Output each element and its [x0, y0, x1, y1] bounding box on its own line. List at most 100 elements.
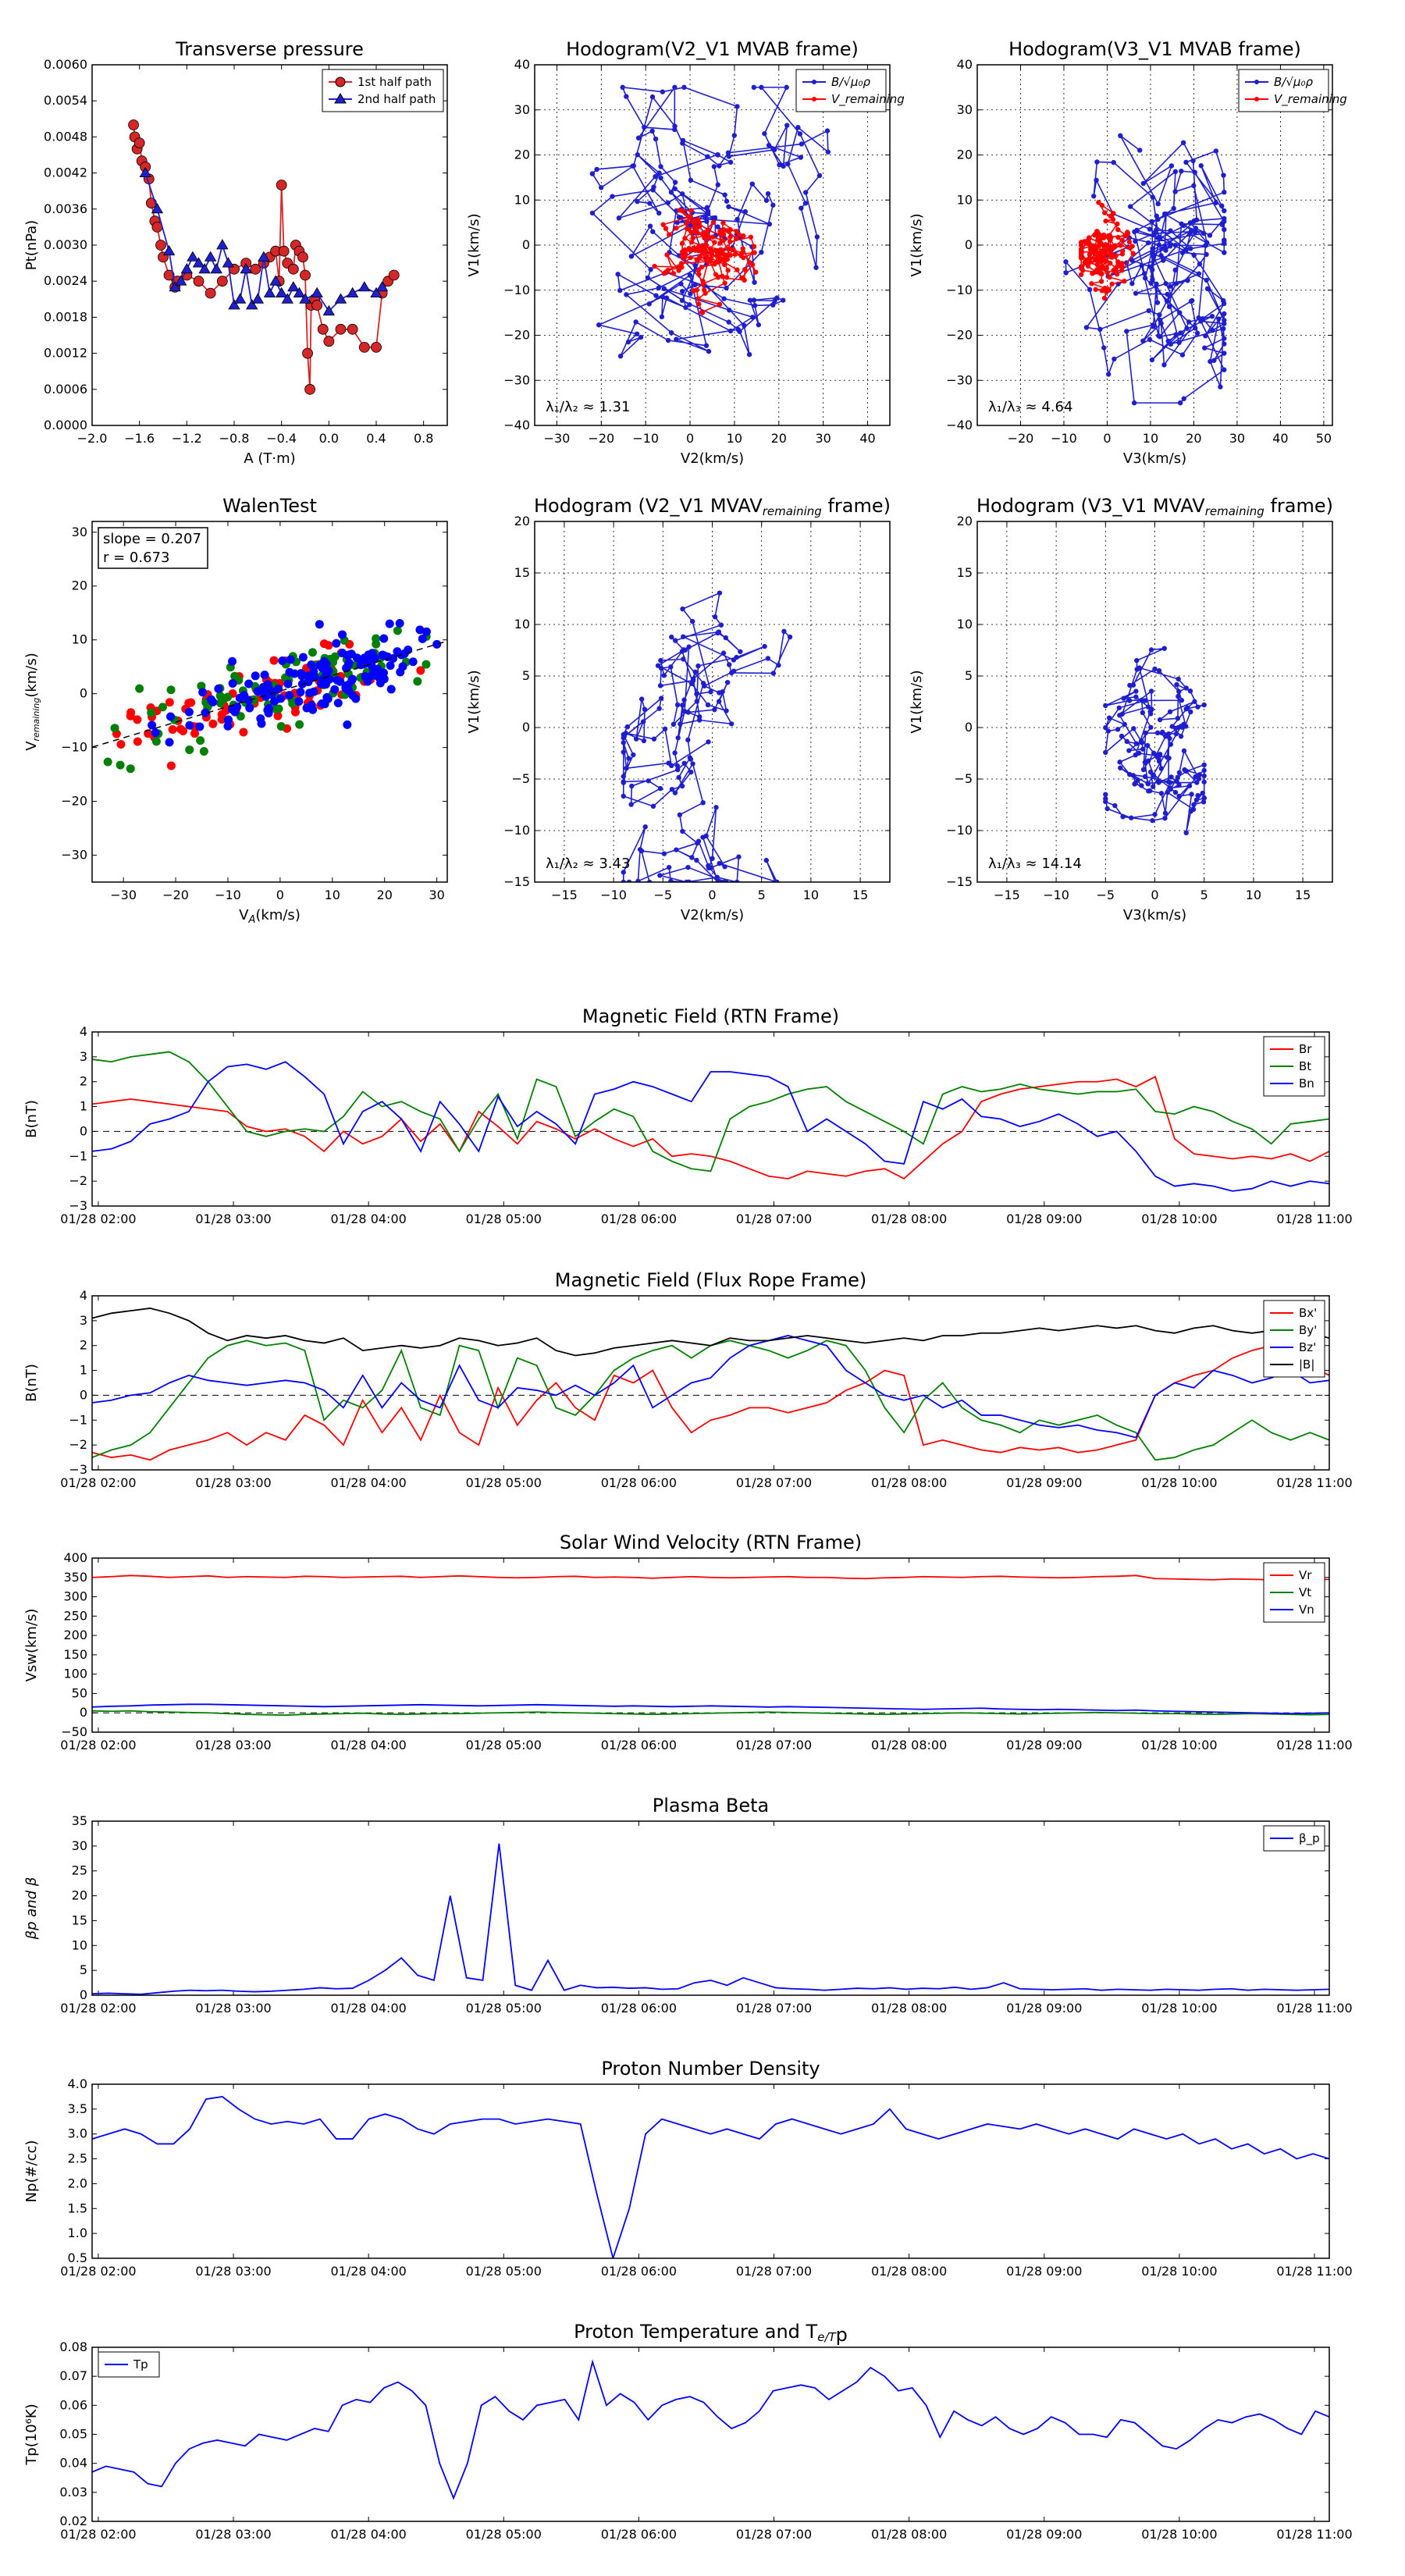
legend — [322, 69, 444, 112]
data-point — [1187, 688, 1193, 694]
data-point — [677, 812, 683, 818]
data-point — [1112, 802, 1118, 809]
data-point — [383, 652, 393, 661]
x-tick-label: 01/28 09:00 — [1006, 2527, 1082, 2542]
data-point — [770, 202, 776, 208]
data-point — [642, 124, 647, 130]
y-tick-label: 1 — [80, 1099, 87, 1114]
data-point — [682, 647, 688, 653]
data-point — [1193, 229, 1198, 235]
data-point — [1158, 766, 1164, 771]
data-point — [687, 302, 692, 308]
data-point — [299, 293, 311, 304]
data-point — [672, 126, 678, 133]
chart-title: WalenTest — [222, 495, 317, 517]
data-point — [1196, 776, 1202, 781]
data-point — [1190, 158, 1196, 164]
data-point — [679, 208, 685, 214]
data-point — [1190, 297, 1195, 304]
y-tick-label: 3.0 — [68, 2126, 87, 2141]
data-point — [1136, 750, 1142, 756]
data-point — [1181, 748, 1187, 754]
data-point — [1101, 243, 1107, 248]
x-tick-label: 01/28 05:00 — [466, 1475, 542, 1490]
data-point — [683, 304, 688, 311]
x-tick-label: −10 — [215, 888, 241, 902]
data-point — [126, 708, 136, 717]
data-point — [718, 247, 724, 252]
data-point — [1146, 308, 1151, 314]
data-point — [803, 190, 809, 195]
data-point — [1142, 760, 1148, 765]
chart-hodo2: Hodogram(V3_V1 MVAB frame) −40 −30 −20 −10 0 1… — [909, 38, 1347, 467]
data-point — [746, 351, 752, 358]
data-point — [668, 664, 674, 670]
data-point — [358, 281, 371, 292]
data-point — [695, 663, 701, 669]
data-point — [1172, 169, 1179, 175]
y-tick-label: 0.0048 — [44, 129, 87, 144]
data-point — [1204, 240, 1210, 246]
fit-stats-box — [98, 527, 208, 569]
data-point — [726, 319, 731, 325]
series-p — [92, 1843, 1329, 1995]
data-point — [688, 208, 694, 213]
data-point — [330, 685, 340, 694]
series-Br — [92, 1076, 1329, 1180]
data-point — [625, 339, 631, 345]
data-point — [685, 864, 691, 870]
y-tick-label: 100 — [63, 1667, 87, 1681]
data-point — [185, 720, 194, 730]
data-point — [670, 721, 677, 728]
x-axis-label: V3(km/s) — [1123, 450, 1186, 467]
x-tick-label: 01/28 04:00 — [331, 1738, 407, 1752]
data-point — [1115, 221, 1120, 227]
data-point — [645, 275, 651, 281]
data-point — [1115, 263, 1122, 269]
data-point — [286, 655, 295, 664]
x-tick-label: 01/28 07:00 — [736, 1212, 812, 1226]
y-tick-label: 400 — [63, 1550, 87, 1565]
data-point — [1222, 367, 1227, 372]
data-point — [724, 285, 729, 291]
data-point — [1201, 762, 1207, 768]
data-point — [1174, 681, 1179, 688]
data-point — [657, 873, 663, 878]
data-point — [1080, 268, 1086, 273]
data-point — [1180, 140, 1186, 146]
data-point — [1148, 647, 1154, 653]
data-point — [1145, 781, 1151, 786]
data-point — [728, 721, 735, 727]
data-point — [297, 671, 307, 681]
data-point — [1222, 336, 1227, 341]
data-point — [1197, 262, 1203, 267]
y-tick-label: 10 — [957, 192, 973, 207]
data-point — [269, 687, 278, 696]
data-point — [185, 745, 194, 754]
data-point — [1216, 316, 1222, 322]
data-point — [1219, 203, 1225, 209]
data-point — [1122, 233, 1128, 239]
y-axis-label: βp and β — [23, 1877, 40, 1941]
data-point — [368, 664, 378, 673]
data-point — [692, 282, 698, 288]
data-point — [287, 263, 299, 275]
data-point — [711, 164, 717, 169]
data-point — [1142, 774, 1148, 780]
data-point — [653, 173, 658, 180]
data-point — [752, 279, 757, 285]
data-point — [1218, 384, 1223, 390]
data-point — [695, 296, 701, 301]
data-point — [1200, 799, 1207, 805]
data-point — [1133, 741, 1139, 746]
plot-area — [92, 2347, 1329, 2521]
data-point — [797, 131, 803, 137]
data-point — [1094, 177, 1099, 183]
data-point — [649, 94, 656, 100]
data-point — [707, 246, 713, 251]
y-tick-label: −3 — [69, 1462, 87, 1477]
data-point — [322, 304, 336, 316]
x-tick-label: 01/28 05:00 — [466, 2527, 542, 2542]
data-point — [1186, 319, 1192, 325]
data-point — [681, 254, 688, 260]
